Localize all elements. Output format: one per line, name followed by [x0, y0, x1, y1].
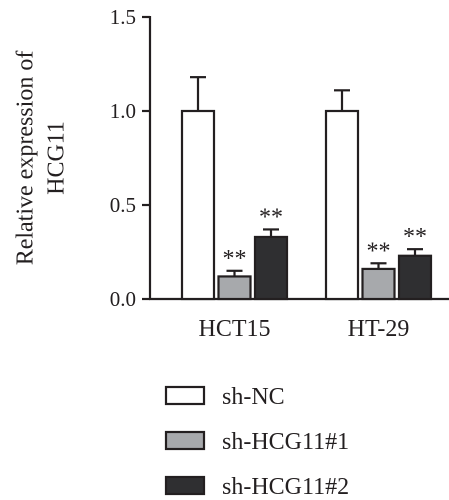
bar [361, 267, 396, 301]
bar [324, 109, 360, 301]
legend-label: sh-HCG11#2 [222, 474, 349, 500]
legend-label: sh-HCG11#1 [222, 429, 349, 455]
bar [180, 109, 216, 301]
y-axis-title-line: Relative expression of [13, 51, 39, 266]
y-tick-label: 0.0 [110, 287, 136, 311]
y-tick-label: 0.5 [110, 193, 136, 217]
y-axis-title-line: HCG11 [44, 121, 70, 195]
legend-swatch [164, 430, 206, 451]
bar [217, 275, 252, 301]
significance-label: ** [367, 238, 391, 264]
x-category-label: HCT15 [199, 316, 271, 342]
legend-swatch [164, 475, 206, 496]
y-axis-title: Relative expression of HCG11 [13, 51, 70, 266]
y-tick-label: 1.0 [110, 99, 136, 123]
bars: ** ** ** ** [180, 76, 433, 301]
significance-label: ** [259, 204, 283, 230]
legend-swatch [164, 385, 206, 406]
x-category-label: HT-29 [348, 316, 410, 342]
axes: 0.0 0.5 1.0 1.5 HCT15 HT-29 [110, 5, 449, 342]
significance-label: ** [223, 246, 247, 272]
bar [253, 235, 289, 301]
bar [397, 254, 433, 301]
significance-label: ** [403, 224, 427, 250]
legend: sh-NC sh-HCG11#1 sh-HCG11#2 [164, 384, 349, 500]
legend-label: sh-NC [222, 384, 285, 410]
y-tick-label: 1.5 [110, 5, 136, 29]
